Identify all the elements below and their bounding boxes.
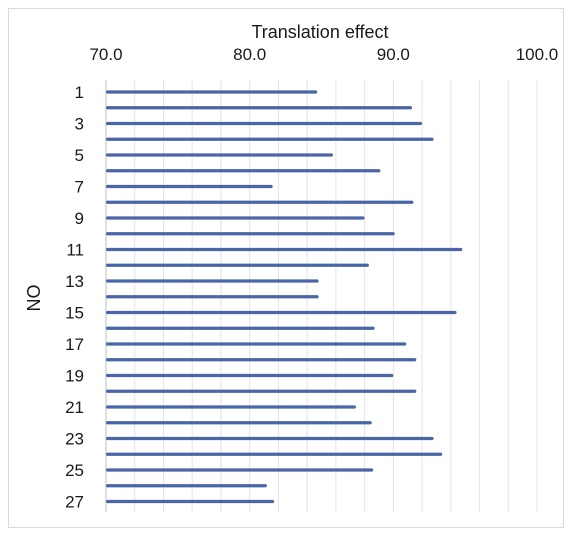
x-tick-label: 100.0: [516, 45, 559, 64]
bar-3: [106, 121, 423, 126]
y-tick-label: 1: [75, 83, 84, 102]
bar-15: [106, 310, 457, 315]
x-tick-label: 80.0: [233, 45, 266, 64]
bar-8: [106, 200, 414, 204]
y-tick-label: 9: [75, 209, 84, 228]
y-tick-label: 13: [65, 272, 84, 291]
bar-22: [106, 421, 372, 425]
bar-20: [106, 389, 417, 393]
y-tick-label: 7: [75, 178, 84, 197]
y-tick-label: 25: [65, 461, 84, 480]
y-tick-label: 3: [75, 115, 84, 134]
bar-2: [106, 106, 413, 110]
x-tick-label: 90.0: [377, 45, 410, 64]
bar-10: [106, 232, 395, 236]
bar-5: [106, 153, 333, 157]
bar-7: [106, 184, 273, 189]
bar-11: [106, 247, 463, 252]
bar-14: [106, 295, 319, 299]
y-tick-label: 11: [66, 241, 84, 260]
x-tick-label: 70.0: [89, 45, 122, 64]
y-tick-label: 17: [65, 335, 84, 354]
y-tick-label: 27: [65, 493, 84, 512]
bar-18: [106, 358, 417, 362]
bars: [106, 90, 463, 504]
x-axis-title: Translation effect: [251, 22, 388, 42]
bar-24: [106, 452, 443, 456]
y-tick-label: 15: [65, 304, 84, 323]
bar-25: [106, 468, 374, 472]
bar-9: [106, 216, 365, 220]
y-tick-label: 23: [65, 430, 84, 449]
x-tick-labels: 70.0 80.0 90.0 100.0: [89, 45, 558, 64]
bar-27: [106, 499, 275, 504]
y-axis-title: NO: [24, 285, 44, 312]
y-tick-label: 5: [75, 146, 84, 165]
bar-6: [106, 169, 381, 173]
y-tick-label: 19: [65, 367, 84, 386]
bar-13: [106, 279, 319, 283]
bar-1: [106, 90, 318, 94]
chart-frame: [8, 8, 564, 528]
bar-21: [106, 405, 356, 409]
bar-4: [106, 137, 434, 141]
bar-17: [106, 342, 407, 346]
bar-26: [106, 484, 267, 488]
bar-23: [106, 436, 434, 441]
y-tick-label: 21: [65, 398, 84, 417]
bar-19: [106, 373, 394, 378]
bar-12: [106, 263, 369, 267]
bar-16: [106, 326, 375, 330]
